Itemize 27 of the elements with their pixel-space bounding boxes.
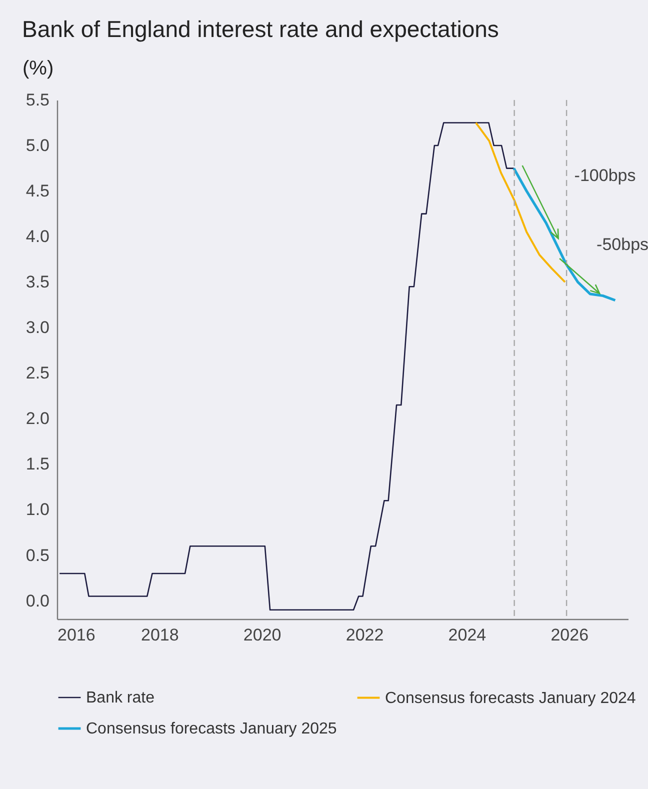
line-series — [474, 122, 566, 284]
x-tick-label: 2022 — [346, 626, 384, 644]
y-tick-label: 1.5 — [26, 454, 50, 474]
annotation: -50bps — [596, 235, 648, 254]
x-tick-label: 2018 — [141, 626, 179, 644]
x-tick-label: 2020 — [243, 626, 282, 644]
y-tick-label: 4.0 — [26, 227, 50, 246]
line-series — [58, 122, 514, 611]
legend-label: Consensus forecasts January 2024 — [385, 690, 636, 707]
y-axis-title: (%) — [22, 58, 54, 80]
x-tick-label: 2016 — [58, 626, 96, 644]
y-tick-label: 2.0 — [26, 409, 50, 428]
y-tick-label: 3.5 — [26, 272, 50, 292]
y-tick-label: 0.5 — [26, 546, 50, 565]
y-tick-label: 5.0 — [26, 136, 50, 156]
y-tick-label: 5.5 — [26, 90, 50, 110]
y-tick-label: 4.5 — [26, 182, 50, 201]
chart-title: Bank of England interest rate and expectations — [22, 16, 499, 42]
x-tick-label: 2026 — [550, 626, 589, 644]
y-tick-label: 0.0 — [26, 591, 50, 610]
y-tick-label: 1.0 — [26, 500, 50, 520]
y-tick-label: 3.0 — [26, 318, 50, 338]
annotation: -100bps — [574, 166, 636, 185]
x-tick-label: 2024 — [448, 626, 486, 644]
y-tick-label: 2.5 — [26, 364, 50, 383]
legend-label: Consensus forecasts January 2025 — [86, 720, 337, 738]
legend-label: Bank rate — [86, 690, 155, 706]
